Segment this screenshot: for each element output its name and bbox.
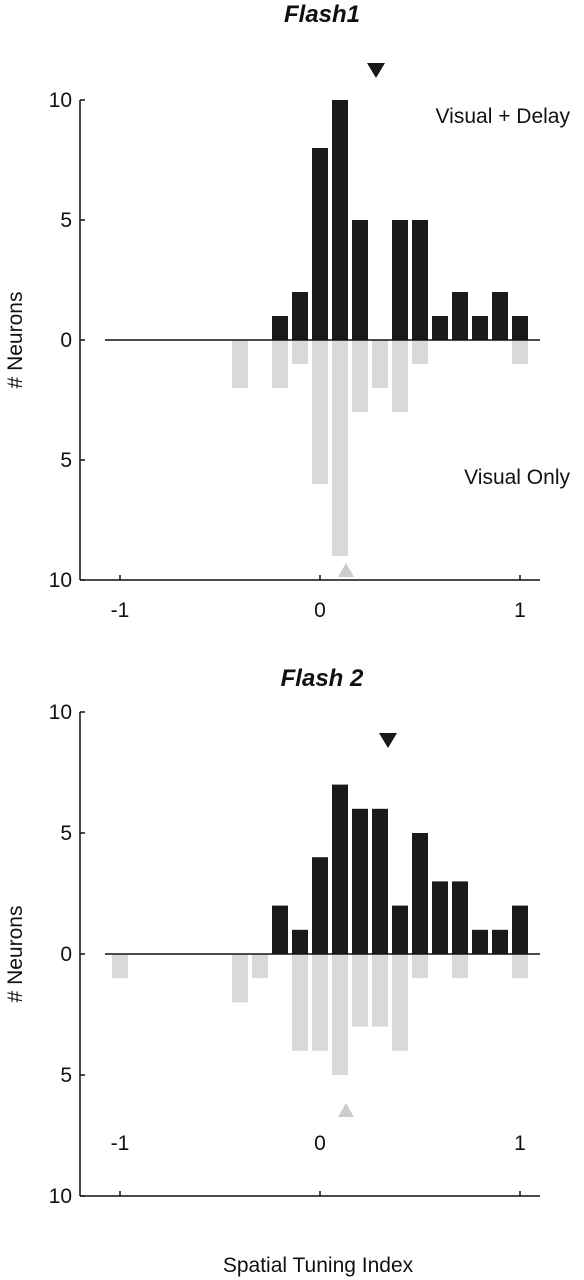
bar-down xyxy=(332,954,348,1075)
mean-marker-up xyxy=(367,63,385,78)
bar-up xyxy=(312,857,328,954)
bar-up xyxy=(412,220,428,340)
mean-marker-down xyxy=(338,563,354,577)
bar-down xyxy=(372,340,388,388)
panel-flash2: Flash 2 # Neurons Spatial Tuning Index 1… xyxy=(4,665,540,1277)
bar-down xyxy=(392,340,408,412)
bar-down xyxy=(412,340,428,364)
x-tick-label: 1 xyxy=(514,1132,526,1155)
x-tick-label: 1 xyxy=(514,599,526,622)
y-tick-label: 10 xyxy=(49,701,72,724)
bar-up xyxy=(292,292,308,340)
bar-up xyxy=(332,784,348,954)
bar-up xyxy=(452,292,468,340)
bar-up xyxy=(512,905,528,954)
axes: 10 5 0 5 10 -1 0 1 xyxy=(49,701,540,1208)
bar-up xyxy=(492,292,508,340)
legend-label-visual-delay: Visual + Delay xyxy=(436,105,571,128)
panel-title: Flash 2 xyxy=(281,665,364,692)
bar-up xyxy=(312,148,328,340)
bar-up xyxy=(432,316,448,340)
bar-up xyxy=(332,100,348,340)
mean-marker-up xyxy=(379,733,397,748)
bar-up xyxy=(392,220,408,340)
bar-down xyxy=(392,954,408,1051)
y-tick-label: 0 xyxy=(60,943,72,966)
bar-up xyxy=(452,881,468,954)
y-tick-label: 0 xyxy=(60,329,72,352)
bar-down xyxy=(512,954,528,979)
panel-flash1: Flash1 # Neurons Visual + Delay Visual O… xyxy=(4,1,570,622)
y-tick-label: 5 xyxy=(60,1064,72,1087)
bar-up xyxy=(512,316,528,340)
y-tick-label: 5 xyxy=(60,209,72,232)
x-axis-label: Spatial Tuning Index xyxy=(223,1254,414,1277)
bar-up xyxy=(292,929,308,954)
bar-up xyxy=(392,905,408,954)
bar-down xyxy=(252,954,268,979)
x-tick-label: -1 xyxy=(111,599,130,622)
y-tick-label: 5 xyxy=(60,822,72,845)
bar-down xyxy=(452,954,468,979)
bar-down xyxy=(332,340,348,556)
bar-up xyxy=(272,316,288,340)
mean-markers xyxy=(338,63,385,577)
mean-markers xyxy=(338,733,397,1117)
bar-down xyxy=(412,954,428,979)
bar-down xyxy=(232,340,248,388)
bar-down xyxy=(312,954,328,1051)
mean-marker-down xyxy=(338,1103,354,1117)
bar-down xyxy=(292,954,308,1051)
bar-up xyxy=(472,929,488,954)
bars xyxy=(232,100,528,556)
x-tick-label: 0 xyxy=(314,599,326,622)
bar-up xyxy=(432,881,448,954)
y-tick-label: 5 xyxy=(60,449,72,472)
bar-down xyxy=(312,340,328,484)
legend-label-visual-only: Visual Only xyxy=(464,466,570,489)
y-tick-label: 10 xyxy=(49,1185,72,1208)
y-tick-label: 10 xyxy=(49,569,72,592)
bar-down xyxy=(292,340,308,364)
bar-up xyxy=(352,808,368,954)
bar-down xyxy=(512,340,528,364)
bar-up xyxy=(492,929,508,954)
bar-down xyxy=(272,340,288,388)
bar-up xyxy=(472,316,488,340)
bar-up xyxy=(372,808,388,954)
bar-down xyxy=(112,954,128,979)
y-tick-label: 10 xyxy=(49,89,72,112)
x-tick-label: -1 xyxy=(111,1132,130,1155)
bar-down xyxy=(352,340,368,412)
axes: 10 5 0 5 10 -1 0 1 xyxy=(49,89,540,622)
y-axis-label: # Neurons xyxy=(4,906,27,1003)
panel-title: Flash1 xyxy=(284,1,360,28)
bar-up xyxy=(412,833,428,954)
bar-down xyxy=(352,954,368,1027)
bar-up xyxy=(352,220,368,340)
bars xyxy=(112,784,528,1075)
bar-down xyxy=(232,954,248,1003)
y-axis-label: # Neurons xyxy=(4,292,27,389)
x-tick-label: 0 xyxy=(314,1132,326,1155)
bar-down xyxy=(372,954,388,1027)
bar-up xyxy=(272,905,288,954)
